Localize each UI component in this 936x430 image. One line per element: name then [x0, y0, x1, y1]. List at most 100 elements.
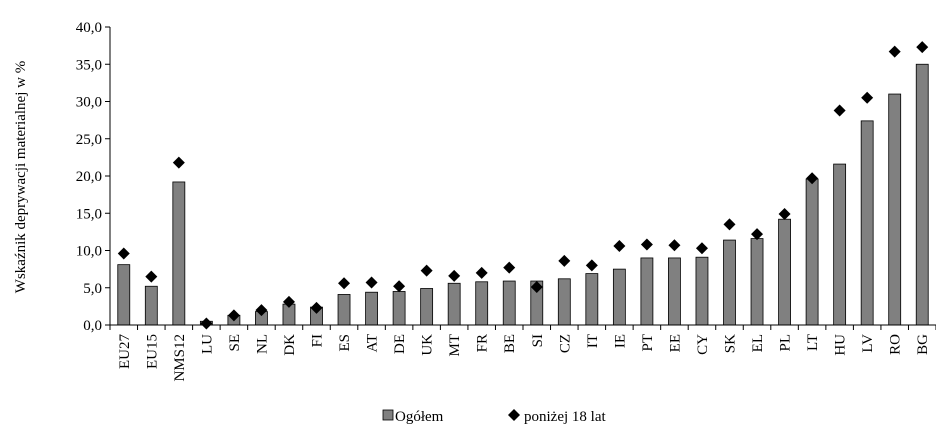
- y-axis-title: Wskaźnik deprywacji materialnej w %: [13, 61, 29, 293]
- y-tick-label: 10,0: [76, 244, 102, 260]
- marker-bg: [916, 41, 929, 54]
- x-category-label: EU27: [117, 334, 133, 369]
- y-tick-label: 20,0: [76, 169, 102, 185]
- x-category-label: IE: [612, 334, 628, 348]
- bar-fr: [475, 281, 489, 326]
- bar-cy: [695, 256, 709, 326]
- bar-ro: [888, 93, 902, 326]
- bar-eu15: [144, 285, 158, 326]
- marker-fi: [310, 301, 323, 314]
- x-category-label: NL: [254, 334, 270, 354]
- axes: [109, 27, 936, 330]
- bar-bg: [915, 63, 929, 326]
- marker-es: [338, 277, 351, 290]
- legend-label-ponizej-18-lat: poniżej 18 lat: [524, 409, 606, 425]
- marker-nms12: [172, 156, 185, 169]
- x-category-label: PL: [778, 334, 794, 352]
- bar-at: [365, 291, 378, 326]
- marker-hu: [833, 104, 846, 117]
- x-category-label: PT: [640, 334, 656, 352]
- marker-se: [227, 309, 240, 322]
- y-axis-ticks: 0,0 5,0 10,0 15,0 20,0 25,0 30,0 35,0 40,0: [76, 20, 110, 334]
- bar-es: [337, 294, 351, 326]
- y-tick-label: 30,0: [76, 95, 102, 111]
- bar-eu27: [117, 264, 131, 326]
- bar-lv: [860, 120, 874, 326]
- marker-eu15: [145, 270, 158, 283]
- marker-lt: [806, 172, 819, 185]
- y-tick-label: 40,0: [76, 20, 102, 36]
- marker-el: [751, 228, 764, 241]
- marker-series-ponizej-18-lat: [117, 41, 929, 330]
- x-category-label: HU: [833, 334, 849, 356]
- bar-be: [502, 280, 516, 326]
- marker-mt: [448, 269, 461, 282]
- x-category-label: SI: [530, 334, 546, 347]
- x-category-label: NMS12: [172, 334, 188, 382]
- x-category-label: BG: [915, 334, 931, 355]
- marker-uk: [420, 264, 433, 277]
- x-category-label: EE: [667, 334, 683, 352]
- x-category-label: DK: [282, 334, 298, 356]
- bar-el: [750, 238, 764, 326]
- marker-it: [585, 259, 598, 272]
- bar-de: [392, 291, 406, 326]
- bar-ee: [668, 257, 681, 326]
- marker-nl: [255, 304, 268, 317]
- marker-dk: [282, 295, 295, 308]
- x-category-label: RO: [888, 334, 904, 355]
- bar-it: [585, 273, 599, 326]
- marker-ro: [888, 45, 901, 58]
- x-category-label: FR: [475, 334, 491, 352]
- bar-series-ogolem: [117, 63, 929, 326]
- x-axis-category-labels: EU27 EU15 NMS12 LU SE NL DK FI ES AT DE UK MT FR BE SI C…: [117, 334, 931, 382]
- marker-be: [503, 261, 516, 274]
- x-category-label: LT: [805, 334, 821, 351]
- x-category-label: LU: [199, 334, 215, 354]
- x-category-label: IT: [585, 334, 601, 348]
- y-tick-label: 35,0: [76, 57, 102, 73]
- x-category-label: SK: [723, 334, 739, 353]
- marker-eu27: [117, 247, 130, 260]
- legend-label-ogolem: Ogółem: [395, 409, 444, 425]
- legend: Ogółem poniżej 18 lat: [382, 409, 606, 425]
- x-category-label: ES: [337, 334, 353, 352]
- x-category-label: UK: [420, 334, 436, 356]
- x-category-label: MT: [447, 334, 463, 357]
- marker-si: [530, 281, 543, 294]
- x-category-label: LV: [860, 334, 876, 353]
- marker-ee: [668, 239, 681, 252]
- bar-lt: [805, 178, 819, 326]
- marker-ie: [613, 240, 626, 253]
- marker-pl: [778, 207, 791, 220]
- x-category-label: EU15: [144, 334, 160, 369]
- marker-sk: [723, 218, 736, 231]
- bar-uk: [420, 288, 434, 326]
- legend-swatch-ogolem: [382, 409, 394, 421]
- x-category-label: DE: [392, 334, 408, 354]
- x-category-label: FI: [310, 334, 326, 347]
- x-category-label: CY: [695, 334, 711, 355]
- marker-de: [393, 280, 406, 293]
- marker-cy: [695, 242, 708, 255]
- marker-lv: [861, 91, 874, 104]
- x-category-label: EL: [750, 334, 766, 352]
- bar-pt: [640, 257, 654, 326]
- marker-lu: [200, 317, 213, 330]
- x-category-label: CZ: [557, 334, 573, 353]
- bar-mt: [447, 282, 461, 326]
- y-tick-label: 25,0: [76, 132, 102, 148]
- y-tick-label: 0,0: [83, 318, 102, 334]
- bar-ie: [612, 268, 626, 326]
- bar-pl: [778, 218, 791, 326]
- x-category-label: BE: [502, 334, 518, 353]
- x-category-label: AT: [365, 334, 381, 352]
- y-tick-label: 5,0: [83, 281, 102, 297]
- y-tick-label: 15,0: [76, 206, 102, 222]
- bar-nms12: [172, 181, 186, 326]
- x-category-label: SE: [227, 334, 243, 352]
- bar-cz: [557, 278, 571, 326]
- marker-cz: [558, 254, 571, 267]
- marker-fr: [475, 266, 488, 279]
